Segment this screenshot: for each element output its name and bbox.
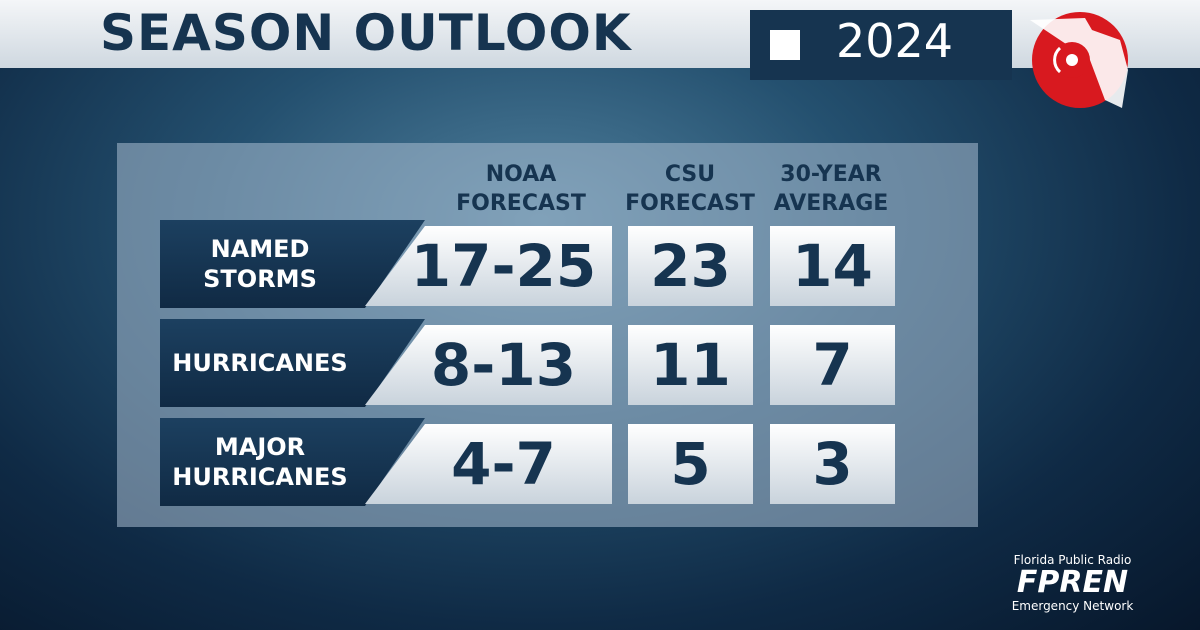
value-cell: 8-13 — [365, 325, 612, 405]
value-cell: 14 — [770, 226, 895, 306]
row-label: HURRICANES — [160, 319, 425, 407]
value-cell: 23 — [628, 226, 753, 306]
footer-brand: FPREN — [1016, 565, 1129, 600]
footer: Florida Public Radio FPREN Emergency Net… — [1000, 553, 1145, 613]
column-header: NOAA FORECAST — [456, 162, 586, 216]
value-cell: 3 — [770, 424, 895, 504]
value-cell: 4-7 — [365, 424, 612, 504]
row-label-text: HURRICANES — [172, 349, 348, 377]
value-cell: 5 — [628, 424, 753, 504]
footer-bottom: Emergency Network — [1011, 599, 1134, 613]
value-cell: 7 — [770, 325, 895, 405]
row-label-text: MAJOR HURRICANES — [172, 433, 348, 491]
row-label-text: NAMED STORMS — [203, 235, 317, 293]
year-square — [770, 30, 800, 60]
footer-top: Florida Public Radio — [1013, 553, 1132, 567]
column-header: CSU FORECAST — [625, 162, 755, 216]
title: SEASON OUTLOOK — [100, 4, 632, 62]
value-cell: 11 — [628, 325, 753, 405]
logo — [1030, 12, 1128, 108]
year: 2024 — [836, 14, 954, 68]
column-header: 30-YEAR AVERAGE — [773, 162, 889, 216]
